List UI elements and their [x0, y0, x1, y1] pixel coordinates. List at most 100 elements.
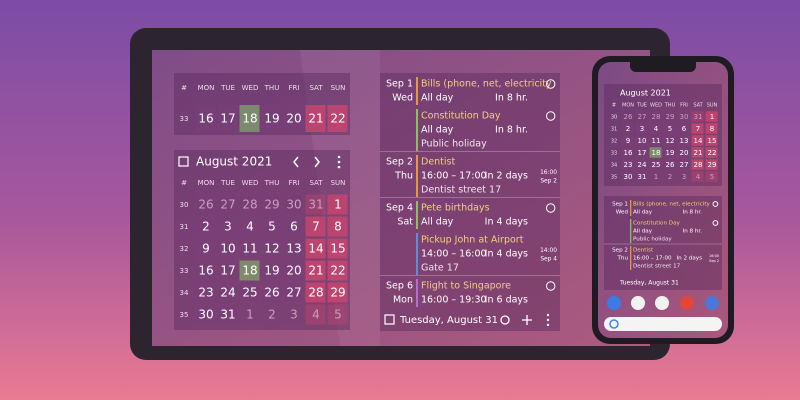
phone-day-cell: [621, 171, 634, 182]
phone-day: 28: [694, 161, 703, 169]
phone-day: 26: [624, 113, 633, 121]
day: 27: [220, 198, 235, 212]
weekday: Thu: [394, 171, 413, 182]
month-nav[interactable]: [293, 156, 320, 168]
weekday-header: #: [181, 84, 187, 92]
day: 4: [246, 220, 254, 234]
phone-weekday-header: MON: [622, 103, 634, 109]
alarm-icon[interactable]: [712, 201, 719, 207]
day: 29: [330, 286, 345, 300]
day: 14: [308, 242, 323, 256]
day: 4: [312, 308, 320, 322]
app-icons[interactable]: [607, 296, 719, 310]
event-color-bar: [630, 200, 632, 216]
phone-weekday-header: SUN: [707, 103, 718, 109]
menu-icon[interactable]: [337, 155, 341, 169]
day: 31: [220, 308, 235, 322]
phone-day: 23: [624, 161, 633, 169]
phone-weekday-header: TUE: [636, 103, 647, 109]
event-color-bar: [416, 155, 418, 197]
phone-day-cell: [635, 123, 648, 134]
phone-day-cell: [649, 123, 662, 134]
day: 9: [202, 242, 210, 256]
day: 27: [286, 286, 301, 300]
phone-day: 4: [696, 173, 701, 181]
day: 26: [264, 286, 279, 300]
phone-week-number: 33: [611, 151, 617, 157]
day-cell: [239, 282, 260, 303]
day-cell: [261, 194, 282, 215]
phone-notch: [630, 62, 696, 72]
day: 2: [202, 220, 210, 234]
phone-day: 3: [682, 173, 686, 181]
phone-day-cell: [705, 171, 718, 182]
day-cell: [283, 105, 304, 132]
day: 11: [242, 242, 257, 256]
alarm-icon[interactable]: [546, 281, 556, 291]
footer-actions[interactable]: [500, 315, 532, 325]
event-time: 16:00 – 19:30: [421, 295, 487, 306]
day-cell: [305, 105, 326, 132]
day: 5: [268, 220, 276, 234]
event-title: Pickup John at Airport: [421, 235, 524, 246]
day: 20: [286, 112, 301, 126]
day-cell: [327, 260, 348, 281]
day: 25: [242, 286, 257, 300]
event-detail: Public holiday: [633, 237, 672, 243]
phone-day: 18: [652, 149, 661, 157]
event-time: All day: [421, 125, 454, 136]
search-logo: [609, 319, 619, 329]
phone-day-cell: [621, 135, 634, 146]
phone-day-cell: [705, 147, 718, 158]
day: 24: [220, 286, 235, 300]
phone-day-cell: [663, 147, 676, 158]
alarm-icon[interactable]: [546, 111, 556, 121]
phone-weekday-header: WED: [650, 103, 662, 109]
alarm-icon[interactable]: [546, 79, 556, 89]
event-color-bar: [630, 246, 632, 270]
event-relative: In 4 days: [485, 249, 528, 260]
event-start: 16:00: [709, 254, 719, 258]
day-cell: [327, 194, 348, 215]
event-color-bar: [630, 219, 632, 243]
weekday-header: SUN: [331, 179, 346, 187]
phone-day-cell: [649, 135, 662, 146]
week-number: 33: [180, 115, 189, 123]
weekday: Thu: [616, 256, 628, 262]
event-relative: In 4 days: [485, 217, 528, 228]
phone-day-cell: [663, 135, 676, 146]
month-title: August 2021: [196, 155, 272, 169]
phone-day: 27: [638, 113, 647, 121]
event-relative: In 8 hr.: [495, 93, 528, 104]
event-title: Constitution Day: [633, 221, 681, 227]
phone-day-cell: [649, 147, 662, 158]
event-detail: Dentist street 17: [421, 185, 501, 196]
day: 19: [264, 112, 279, 126]
phone-day: 2: [668, 173, 672, 181]
phone-day-cell: [677, 111, 690, 122]
day-cell: [239, 105, 260, 132]
date: Sep 4: [386, 203, 413, 214]
day-cell: [195, 216, 216, 237]
menu-icon[interactable]: [546, 313, 550, 327]
phone-day-cell: [677, 147, 690, 158]
alarm-icon[interactable]: [712, 220, 719, 226]
phone-week-number: 35: [611, 175, 617, 181]
alarm-icon[interactable]: [546, 203, 556, 213]
day-cell: [283, 282, 304, 303]
weekday-header: MON: [198, 179, 215, 187]
day: 26: [198, 198, 213, 212]
phone-day: 29: [708, 161, 717, 169]
phone-day-cell: [705, 159, 718, 170]
weekday-header: FRI: [289, 179, 300, 187]
event-start: 16:00: [540, 170, 557, 176]
phone-day-cell: [635, 135, 648, 146]
search-bar[interactable]: [604, 317, 722, 331]
day: 3: [290, 308, 298, 322]
date: Sep 6: [386, 281, 413, 292]
week-number: 32: [180, 245, 189, 253]
phone-day: 31: [694, 113, 703, 121]
day: 12: [264, 242, 279, 256]
day-cell: [261, 216, 282, 237]
event-time: 14:00 – 16:00: [421, 249, 487, 260]
